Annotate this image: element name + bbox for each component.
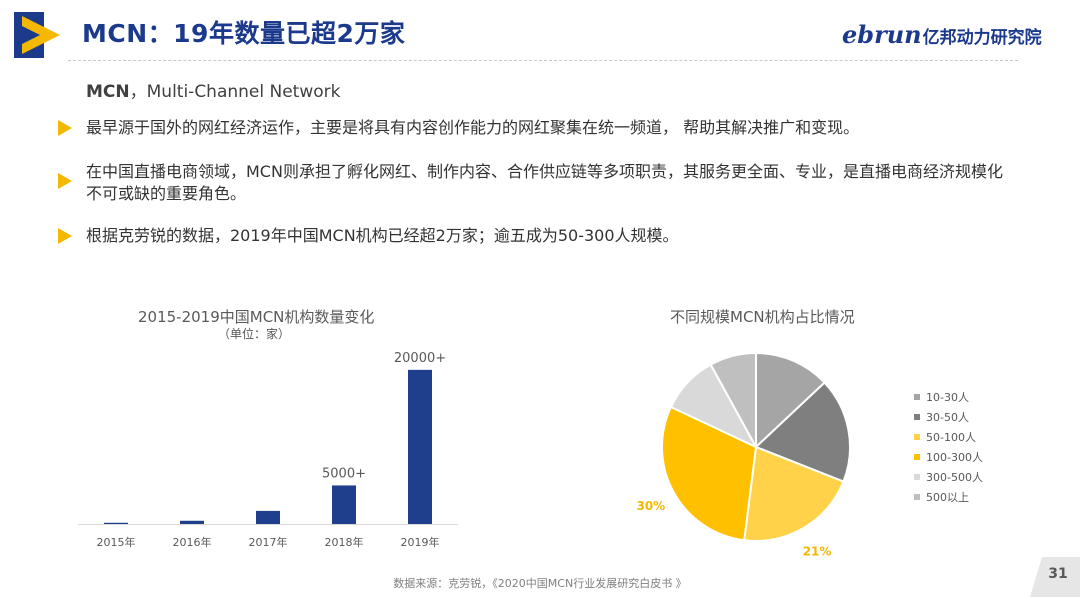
pie-slice-30-50人 <box>754 381 851 483</box>
pie-slice-10-30人 <box>755 351 826 450</box>
page-number-badge <box>1030 557 1080 597</box>
bar-chart-title: 2015-2019中国MCN机构数量变化 <box>138 308 375 326</box>
bar-2018年 <box>332 485 356 524</box>
intro-term: MCN <box>86 82 130 102</box>
legend-label: 50-100人 <box>926 431 976 444</box>
bullet-triangle-icon <box>58 120 72 136</box>
legend-swatch <box>914 474 920 480</box>
data-source-note: 数据来源：克劳锐，《2020中国MCN行业发展研究白皮书 》 <box>393 577 687 590</box>
brand-latin-part-2: run <box>874 20 922 49</box>
bullet-item: 最早源于国外的网红经济运作，主要是将具有内容创作能力的网红聚集在统一频道， 帮助… <box>58 117 1018 139</box>
bullet-triangle-icon <box>58 173 72 189</box>
intro-line: MCN，Multi-Channel Network <box>86 77 341 102</box>
x-tick-label: 2019年 <box>401 535 440 549</box>
bar-data-label: 20000+ <box>394 351 446 366</box>
pie-chart-title: 不同规模MCN机构占比情况 <box>670 308 855 326</box>
legend-label: 300-500人 <box>926 471 983 484</box>
pie-data-label: 21% <box>803 544 832 558</box>
pie-slice-100-300人 <box>661 405 758 542</box>
x-tick-label: 2015年 <box>97 535 136 549</box>
brand-chinese-name: 亿邦动力研究院 <box>922 28 1042 48</box>
legend-label: 10-30人 <box>926 391 969 404</box>
legend-label: 100-300人 <box>926 451 983 464</box>
bullet-item: 根据克劳锐的数据，2019年中国MCN机构已经超2万家；逾五成为50-300人规… <box>58 225 1018 247</box>
bullet-text: 在中国直播电商领域，MCN则承担了孵化网红、制作内容、合作供应链等多项职责，其服… <box>86 162 1003 203</box>
bar-2019年 <box>408 369 432 524</box>
bar-2015年 <box>104 522 128 524</box>
legend-swatch <box>914 494 920 500</box>
brand-latin-part-1: eb <box>842 20 875 49</box>
page-title: MCN：19年数量已超2万家 <box>82 19 406 48</box>
bullet-item: 在中国直播电商领域，MCN则承担了孵化网红、制作内容、合作供应链等多项职责，其服… <box>58 161 1018 207</box>
legend-swatch <box>914 454 920 460</box>
presentation-logo-icon <box>14 12 60 58</box>
x-tick-label: 2017年 <box>249 535 288 549</box>
bullet-triangle-icon <box>58 228 72 244</box>
x-tick-label: 2018年 <box>325 535 364 549</box>
pie-chart: 21% 30% 10-30人 30-50人 50-100人 100-300人 300-500… <box>636 351 983 558</box>
brand-logo: eb run 亿邦动力研究院 <box>842 20 1042 54</box>
page-number: 31 <box>1048 566 1068 582</box>
legend-swatch <box>914 414 920 420</box>
legend-label: 500以上 <box>926 491 969 504</box>
bar-data-label: 5000+ <box>322 466 366 481</box>
bar-chart-subtitle: （单位：家） <box>218 327 291 341</box>
header-divider <box>68 60 1018 61</box>
x-tick-label: 2016年 <box>173 535 212 549</box>
bar-2016年 <box>180 520 204 524</box>
legend-label: 30-50人 <box>926 411 969 424</box>
legend-swatch <box>914 394 920 400</box>
bullet-text: 最早源于国外的网红经济运作，主要是将具有内容创作能力的网红聚集在统一频道， 帮助… <box>86 118 860 137</box>
legend-swatch <box>914 434 920 440</box>
bullet-text: 根据克劳锐的数据，2019年中国MCN机构已经超2万家；逾五成为50-300人规… <box>86 226 679 245</box>
pie-data-label: 30% <box>636 499 665 513</box>
pie-slice-50-100人 <box>743 445 845 542</box>
intro-definition: ，Multi-Channel Network <box>129 82 341 102</box>
bar-2017年 <box>256 510 280 524</box>
bar-chart: 2015年 2016年 2017年 2018年 5000+ 2019年 20000+ <box>78 351 458 549</box>
pie-slice-500以上 <box>709 351 757 448</box>
